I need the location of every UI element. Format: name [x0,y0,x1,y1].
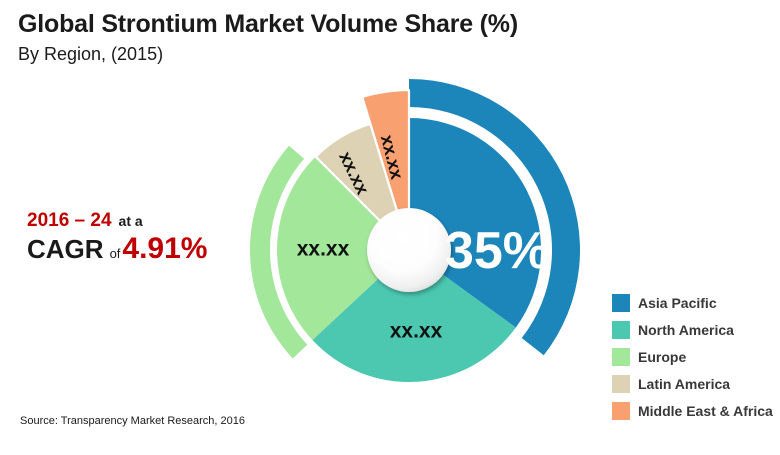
pie-segment-north-america [312,250,516,382]
cagr-period-line: 2016 – 24 at a [27,210,207,232]
legend-item-middle-east-africa: Middle East & Africa [612,402,773,420]
cagr-metric-label: CAGR [27,234,104,264]
legend-item-north-america: North America [612,321,773,339]
legend-swatch-asia-pacific [612,294,630,312]
legend-label-middle-east-africa: Middle East & Africa [638,403,773,419]
legend-label-latin-america: Latin America [638,376,731,392]
legend-item-europe: Europe [612,348,773,366]
pie-segment-asia-pacific [409,118,542,328]
chart-legend: Asia Pacific North America Europe Latin … [612,294,773,429]
donut-hole [367,208,451,292]
segment-value-label-asia-pacific: 35% [445,222,549,280]
page-title: Global Strontium Market Volume Share (%) [18,10,518,38]
decor-arc-0 [409,79,581,356]
legend-label-asia-pacific: Asia Pacific [638,295,717,311]
segment-value-label-europe: xx.xx [297,238,350,261]
cagr-period: 2016 – 24 [27,210,112,231]
page-subtitle: By Region, (2015) [18,44,164,64]
legend-item-latin-america: Latin America [612,375,773,393]
cagr-callout: 2016 – 24 at a CAGR of 4.91% [27,210,207,266]
decor-arc-1 [249,145,308,359]
pie-segment-europe [276,156,409,341]
cagr-value-line: CAGR of 4.91% [27,232,207,266]
legend-swatch-middle-east-africa [612,402,630,420]
source-attribution: Source: Transparency Market Research, 20… [20,415,246,427]
donut-chart: 35% xx.xx xx.xx xx.xx xx.xx [209,50,609,450]
legend-swatch-north-america [612,321,630,339]
segment-value-label-north-america: xx.xx [390,320,443,343]
cagr-connector: at a [118,213,143,229]
legend-item-asia-pacific: Asia Pacific [612,294,773,312]
legend-swatch-latin-america [612,375,630,393]
legend-label-europe: Europe [638,349,687,365]
cagr-of-label: of [109,246,121,261]
cagr-value: 4.91% [122,232,208,265]
legend-label-north-america: North America [638,322,734,338]
legend-swatch-europe [612,348,630,366]
